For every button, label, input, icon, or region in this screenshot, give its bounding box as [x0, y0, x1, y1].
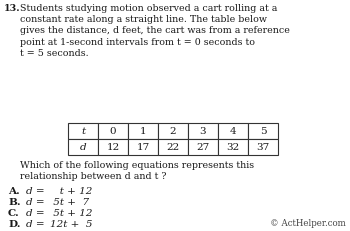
Bar: [158, 123, 188, 139]
Text: 3: 3: [200, 127, 206, 136]
Text: t: t: [81, 127, 85, 136]
Text: 12: 12: [106, 143, 120, 152]
Bar: [68, 139, 98, 155]
Text: © ActHelper.com: © ActHelper.com: [270, 218, 346, 227]
Bar: [98, 123, 128, 139]
Text: d =: d =: [26, 230, 45, 231]
Text: 12t +  5: 12t + 5: [50, 219, 92, 228]
Bar: [188, 123, 218, 139]
Text: 37: 37: [256, 143, 270, 152]
Text: t = 5 seconds.: t = 5 seconds.: [20, 49, 89, 58]
Text: D.: D.: [8, 219, 21, 228]
Text: d =: d =: [26, 187, 45, 196]
Text: C.: C.: [8, 209, 20, 217]
Bar: [188, 139, 218, 155]
Text: A.: A.: [8, 187, 20, 196]
Text: t + 12: t + 12: [50, 187, 92, 196]
Text: relationship between d and t ?: relationship between d and t ?: [20, 171, 167, 180]
Bar: [218, 123, 248, 139]
Bar: [98, 139, 128, 155]
Text: E.: E.: [8, 230, 20, 231]
Bar: [248, 139, 278, 155]
Bar: [128, 139, 158, 155]
Text: 4: 4: [230, 127, 236, 136]
Text: 13.: 13.: [4, 4, 21, 13]
Text: 22: 22: [166, 143, 180, 152]
Text: gives the distance, d feet, the cart was from a reference: gives the distance, d feet, the cart was…: [20, 26, 290, 35]
Text: 32: 32: [226, 143, 240, 152]
Text: 1: 1: [140, 127, 146, 136]
Bar: [68, 123, 98, 139]
Text: d =: d =: [26, 219, 45, 228]
Text: 2: 2: [170, 127, 176, 136]
Bar: [248, 123, 278, 139]
Text: 5: 5: [260, 127, 266, 136]
Text: 17: 17: [136, 143, 150, 152]
Text: point at 1-second intervals from t = 0 seconds to: point at 1-second intervals from t = 0 s…: [20, 37, 255, 46]
Text: 5t + 12: 5t + 12: [50, 209, 92, 217]
Text: Students studying motion observed a cart rolling at a: Students studying motion observed a cart…: [20, 4, 277, 13]
Bar: [158, 139, 188, 155]
Text: 27: 27: [196, 143, 210, 152]
Text: constant rate along a straight line. The table below: constant rate along a straight line. The…: [20, 15, 267, 24]
Text: d =: d =: [26, 198, 45, 207]
Bar: [128, 123, 158, 139]
Text: Which of the following equations represents this: Which of the following equations represe…: [20, 160, 254, 169]
Text: d =: d =: [26, 209, 45, 217]
Bar: [218, 139, 248, 155]
Text: 5t +  7: 5t + 7: [50, 198, 89, 207]
Text: d: d: [80, 143, 86, 152]
Text: 29t: 29t: [50, 230, 67, 231]
Text: B.: B.: [8, 198, 21, 207]
Text: 0: 0: [110, 127, 116, 136]
